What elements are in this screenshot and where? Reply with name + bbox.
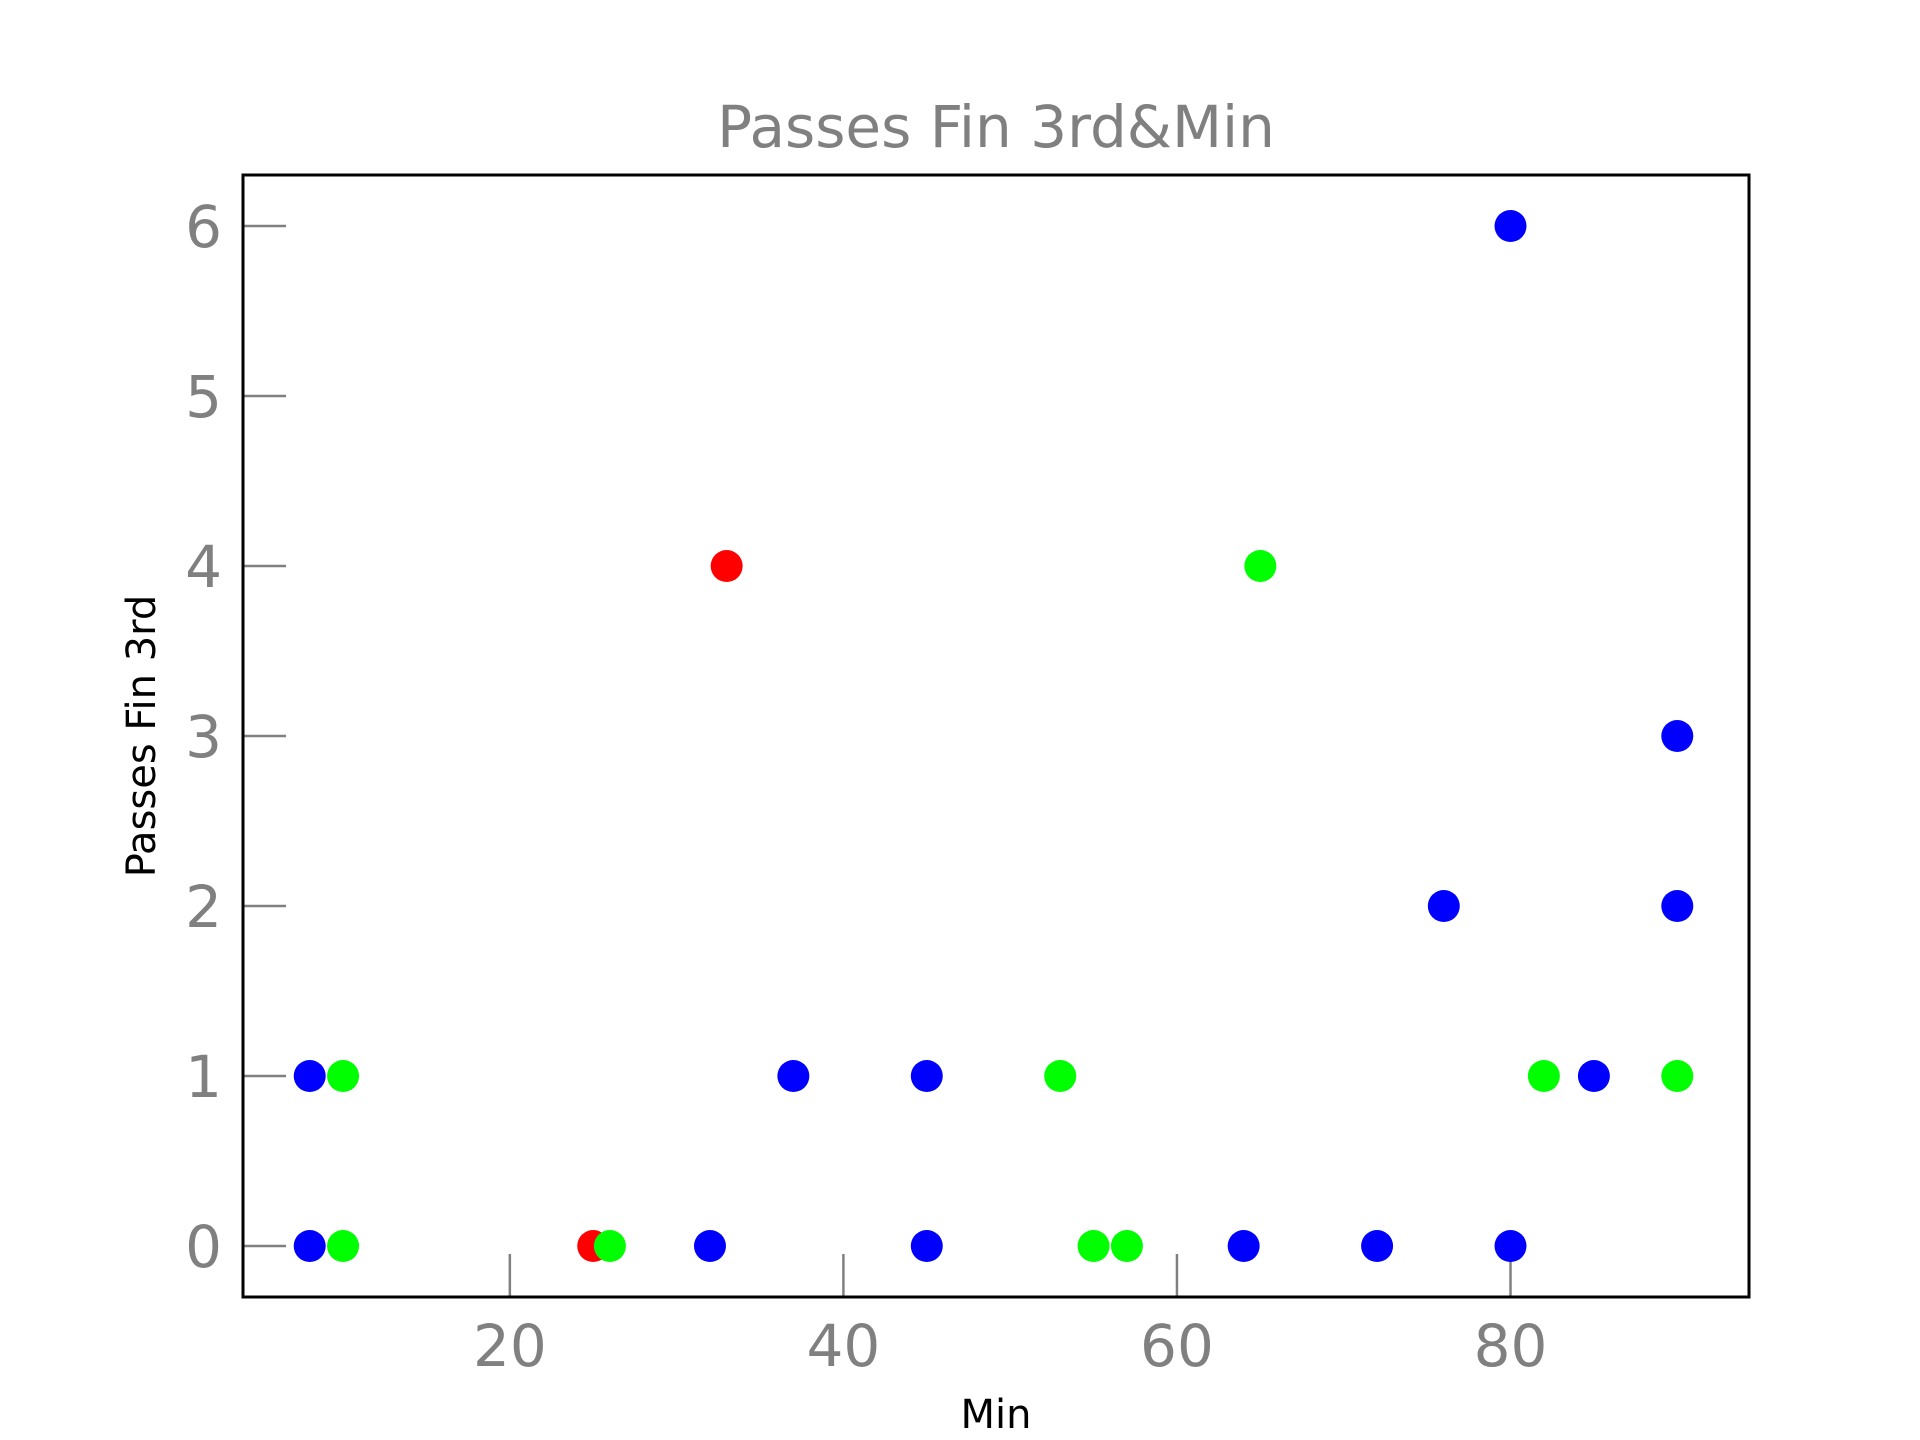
data-point-blue — [777, 1060, 810, 1092]
data-point-green — [1244, 550, 1277, 582]
data-point-blue — [1227, 1230, 1260, 1262]
data-point-blue — [1661, 890, 1694, 922]
data-point-blue — [1494, 210, 1527, 242]
data-point-blue — [293, 1060, 326, 1092]
x-axis-ticks: 20 40 60 80 — [473, 1254, 1547, 1380]
y-tick-label: 2 — [185, 873, 222, 941]
y-tick-label: 0 — [185, 1213, 222, 1281]
data-point-green — [593, 1230, 626, 1262]
y-tick-label: 1 — [185, 1043, 222, 1111]
data-point-blue — [1427, 890, 1460, 922]
x-tick-label: 20 — [473, 1312, 547, 1380]
data-point-blue — [1494, 1230, 1527, 1262]
chart-title: Passes Fin 3rd&Min — [717, 93, 1275, 161]
data-point-blue — [1577, 1060, 1610, 1092]
data-point-green — [1527, 1060, 1560, 1092]
plot-frame — [241, 173, 1751, 1299]
data-point-green — [327, 1060, 360, 1092]
data-point-green — [1110, 1230, 1143, 1262]
data-points — [293, 210, 1694, 1262]
data-point-green — [1077, 1230, 1110, 1262]
x-axis-label: Min — [961, 1392, 1032, 1438]
data-point-green — [327, 1230, 360, 1262]
data-point-green — [1661, 1060, 1694, 1092]
data-point-blue — [293, 1230, 326, 1262]
data-point-blue — [693, 1230, 726, 1262]
x-tick-label: 40 — [806, 1312, 880, 1380]
y-axis-label: Passes Fin 3rd — [119, 595, 165, 878]
data-point-blue — [1361, 1230, 1394, 1262]
data-point-red — [710, 550, 743, 582]
x-tick-label: 60 — [1140, 1312, 1214, 1380]
y-axis-ticks: 0 1 2 3 4 5 6 — [185, 193, 286, 1281]
data-point-blue — [910, 1060, 943, 1092]
y-tick-label: 6 — [185, 193, 222, 261]
y-tick-label: 3 — [185, 703, 222, 771]
x-tick-label: 80 — [1474, 1312, 1548, 1380]
data-point-blue — [910, 1230, 943, 1262]
y-tick-label: 5 — [185, 363, 222, 431]
data-point-blue — [1661, 720, 1694, 752]
y-tick-label: 4 — [185, 533, 222, 601]
data-point-green — [1044, 1060, 1077, 1092]
